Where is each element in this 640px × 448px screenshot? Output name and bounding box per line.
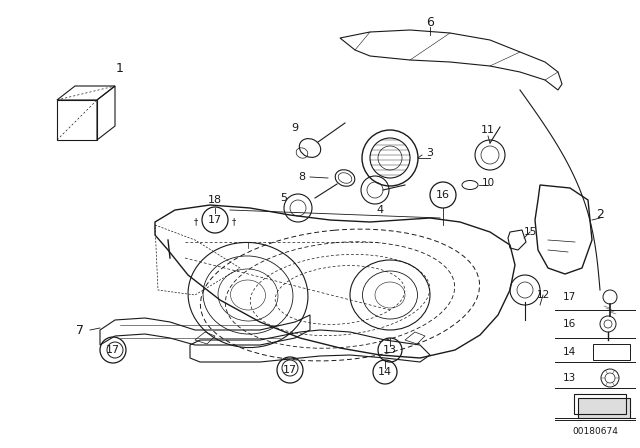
- Text: 17: 17: [283, 365, 297, 375]
- Text: 00180674: 00180674: [572, 427, 618, 436]
- Text: 10: 10: [481, 178, 495, 188]
- Text: 15: 15: [524, 227, 536, 237]
- Text: 11: 11: [481, 125, 495, 135]
- Polygon shape: [578, 398, 630, 418]
- Text: 13: 13: [383, 345, 397, 355]
- Text: 14: 14: [563, 347, 576, 357]
- Text: 17: 17: [208, 215, 222, 225]
- Text: 17: 17: [106, 345, 120, 355]
- Text: 12: 12: [536, 290, 550, 300]
- Text: †: †: [194, 217, 198, 227]
- Text: 7: 7: [76, 323, 84, 336]
- Text: 5: 5: [280, 193, 287, 203]
- Text: 16: 16: [436, 190, 450, 200]
- Text: 1: 1: [116, 61, 124, 74]
- Text: 3: 3: [426, 148, 433, 158]
- Text: 8: 8: [298, 172, 305, 182]
- Text: 9: 9: [291, 123, 299, 133]
- Text: 2: 2: [596, 208, 604, 221]
- Text: 14: 14: [378, 367, 392, 377]
- Text: 6: 6: [426, 16, 434, 29]
- Text: 17: 17: [563, 292, 576, 302]
- Text: †: †: [232, 217, 236, 227]
- Text: 16: 16: [563, 319, 576, 329]
- Text: 4: 4: [376, 205, 383, 215]
- Text: 13: 13: [563, 373, 576, 383]
- Text: 18: 18: [208, 195, 222, 205]
